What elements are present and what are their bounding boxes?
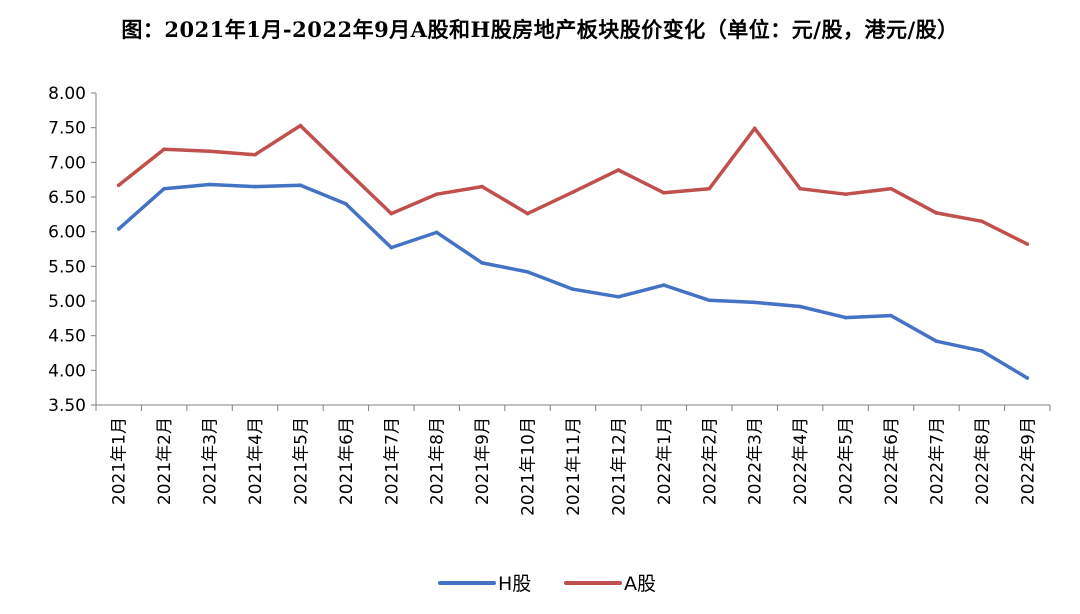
x-tick-label: 2021年10月 xyxy=(519,417,539,516)
data-point xyxy=(480,261,484,265)
data-point xyxy=(525,270,530,274)
y-tick-label: 5.50 xyxy=(48,257,86,277)
data-point xyxy=(752,126,757,131)
x-tick-label: 2022年9月 xyxy=(1018,417,1038,505)
data-point xyxy=(798,186,802,191)
data-point xyxy=(116,227,121,231)
data-point xyxy=(434,230,439,235)
y-tick-label: 7.50 xyxy=(48,119,86,139)
data-point xyxy=(525,211,530,216)
data-point xyxy=(207,182,212,187)
x-tick-label: 2021年9月 xyxy=(473,417,493,505)
x-tick-label: 2022年6月 xyxy=(882,417,902,505)
x-tick-label: 2021年3月 xyxy=(201,417,221,505)
data-point xyxy=(344,202,348,206)
x-tick-label: 2021年5月 xyxy=(291,417,311,505)
x-tick-label: 2022年7月 xyxy=(927,417,947,505)
data-point xyxy=(253,184,257,189)
y-tick-label: 5.00 xyxy=(48,292,86,312)
x-tick-label: 2021年8月 xyxy=(428,417,448,505)
data-point xyxy=(752,300,757,305)
data-point xyxy=(934,339,939,344)
x-tick-label: 2022年8月 xyxy=(973,417,993,505)
series-lines xyxy=(116,123,1030,380)
x-tick-label: 2022年4月 xyxy=(791,417,811,505)
y-tick-label: 3.50 xyxy=(48,396,86,416)
chart-title: 图：2021年1月-2022年9月A股和H股房地产板块股价变化（单位：元/股，港… xyxy=(121,17,959,42)
y-tick-label: 8.00 xyxy=(48,84,86,104)
legend-label: A股 xyxy=(624,573,656,595)
data-point xyxy=(389,245,394,250)
legend: H股 A股 xyxy=(438,573,656,595)
x-tick-label: 2021年11月 xyxy=(564,417,584,516)
x-axis-ticks: 2021年1月 2021年2月 2021年3月 2021年4月 2021年5月 2021年… xyxy=(95,405,1051,516)
data-point xyxy=(116,183,121,188)
data-point xyxy=(707,186,712,191)
data-point xyxy=(616,168,621,172)
y-tick-label: 7.00 xyxy=(48,153,86,173)
x-tick-label: 2022年2月 xyxy=(700,417,720,505)
y-tick-label: 6.50 xyxy=(48,188,86,208)
x-tick-label: 2021年6月 xyxy=(337,417,357,505)
data-point xyxy=(571,287,575,292)
data-point xyxy=(434,192,439,197)
x-tick-label: 2021年2月 xyxy=(155,417,175,505)
data-point xyxy=(843,192,848,197)
data-point xyxy=(707,298,712,303)
data-point xyxy=(344,168,348,172)
y-tick-label: 4.00 xyxy=(48,361,86,381)
x-tick-label: 2022年1月 xyxy=(655,417,675,505)
data-point xyxy=(662,191,666,195)
data-point xyxy=(253,152,257,157)
data-point xyxy=(616,295,621,299)
data-point xyxy=(798,304,802,309)
data-point xyxy=(298,123,303,128)
data-point xyxy=(298,183,303,188)
x-tick-label: 2021年7月 xyxy=(382,417,402,505)
data-point xyxy=(480,184,484,189)
data-point xyxy=(934,211,939,215)
data-point xyxy=(1025,242,1030,246)
legend-label: H股 xyxy=(498,573,531,595)
data-point xyxy=(207,149,212,154)
data-point xyxy=(980,349,984,353)
y-tick-label: 6.00 xyxy=(48,223,86,243)
data-point xyxy=(889,186,893,191)
data-point xyxy=(1025,376,1030,380)
chart-axes xyxy=(95,93,1050,406)
y-axis-ticks: 8.00 7.50 7.00 6.50 6.00 5.50 5.00 4.50 4.00 3.50 xyxy=(48,84,96,416)
x-tick-label: 2021年4月 xyxy=(246,417,266,505)
data-point xyxy=(980,219,984,224)
data-point xyxy=(162,186,166,191)
x-tick-label: 2022年5月 xyxy=(837,417,857,505)
data-point xyxy=(389,211,394,216)
data-point xyxy=(889,313,893,318)
data-point xyxy=(662,283,666,287)
x-tick-label: 2021年12月 xyxy=(609,417,629,516)
series-line-H股 xyxy=(116,182,1030,380)
x-tick-label: 2022年3月 xyxy=(746,417,766,505)
data-point xyxy=(162,147,166,151)
x-tick-label: 2021年1月 xyxy=(110,417,130,505)
data-point xyxy=(571,190,575,194)
y-tick-label: 4.50 xyxy=(48,327,86,347)
data-point xyxy=(843,315,848,320)
